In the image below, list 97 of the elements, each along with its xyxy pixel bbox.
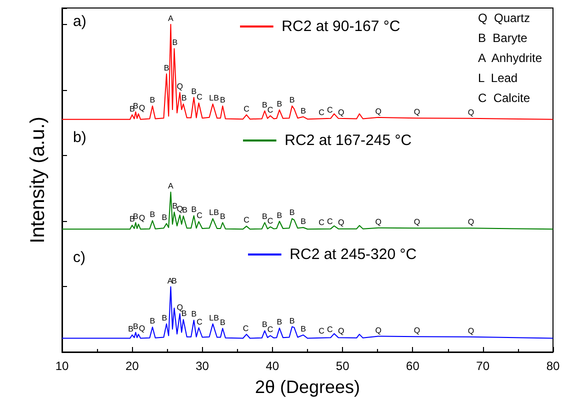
annotation: B (220, 95, 226, 104)
annotation: C (327, 217, 334, 226)
annotation: B (214, 93, 219, 102)
annotation: Q Quartz (478, 11, 530, 25)
annotation: Q (468, 326, 474, 336)
annotation: C (318, 108, 325, 117)
annotation: c) (73, 249, 86, 266)
annotation: B (262, 100, 268, 110)
annotation: B (150, 95, 156, 104)
annotation: C (196, 317, 203, 326)
annotation: C (244, 104, 250, 114)
x-tick-label: 70 (476, 359, 490, 373)
annotation: B (300, 324, 306, 334)
annotation: Q (414, 108, 420, 117)
annotation: Q (138, 103, 146, 112)
x-axis-title: 2θ (Degrees) (254, 376, 360, 397)
annotation: B (300, 106, 306, 116)
annotation: B (214, 208, 219, 218)
annotation: Q (414, 326, 420, 336)
annotation: B (214, 313, 219, 322)
annotation: Q (414, 218, 420, 227)
annotation: Q (375, 326, 382, 335)
annotation: B (220, 318, 226, 327)
annotation: B (164, 63, 170, 72)
annotation: B (191, 205, 197, 214)
annotation: C (267, 105, 274, 114)
annotation: B (150, 316, 156, 326)
annotation: C (267, 325, 274, 334)
x-tick-label: 40 (266, 359, 280, 373)
annotation: B (172, 202, 178, 211)
annotation: Q (176, 204, 183, 214)
annotation: B (289, 208, 295, 218)
annotation: L (209, 208, 214, 218)
annotation: B (132, 322, 138, 331)
annotation: C (196, 92, 203, 102)
legend-label: RC2 at 90-167 °C (282, 18, 400, 35)
annotation: B (172, 38, 178, 48)
annotation: B (182, 206, 188, 215)
annotation: B (181, 309, 187, 318)
annotation: Q (375, 217, 382, 226)
annotation: C (267, 216, 274, 226)
annotation: Q (375, 106, 382, 116)
annotation: A Anhydrite (478, 51, 542, 65)
x-tick-label: 60 (406, 359, 420, 373)
annotation: B (289, 95, 295, 104)
annotation: B (162, 213, 168, 222)
annotation: B (129, 214, 135, 224)
annotation: b) (73, 129, 86, 146)
y-axis-title: Intensity (a.u.) (27, 116, 49, 244)
annotation: A (168, 182, 174, 191)
annotation: B (300, 217, 306, 226)
annotation: Q (338, 218, 344, 227)
annotation: C (244, 216, 250, 225)
annotation: Q (138, 214, 146, 223)
annotation: B (181, 93, 187, 102)
annotation: a) (73, 13, 86, 30)
annotation: Q (338, 326, 344, 336)
annotation: Q (468, 218, 474, 227)
annotation: Q (176, 303, 183, 312)
x-tick-label: 50 (336, 359, 350, 373)
x-tick-label: 30 (196, 359, 210, 373)
annotation: B (129, 104, 135, 114)
x-tick-label: 20 (125, 359, 140, 373)
annotation: C (318, 326, 325, 336)
annotation: Q (338, 108, 344, 117)
annotation: C (327, 106, 334, 115)
annotation: A (168, 14, 174, 23)
x-tick-label: 80 (546, 359, 560, 373)
annotation: Q (176, 82, 183, 92)
annotation: B (262, 320, 268, 330)
annotation: C (327, 325, 334, 334)
annotation: B (162, 313, 168, 322)
annotation: Q (138, 324, 146, 333)
annotation: B (191, 86, 197, 96)
annotation: Q (468, 108, 474, 117)
annotation: C (242, 324, 249, 333)
annotation: L (209, 313, 214, 322)
legend-label: RC2 at 245-320 °C (290, 246, 417, 263)
annotation: B (276, 99, 282, 108)
annotation: B (191, 310, 197, 319)
annotation: B (172, 276, 177, 286)
annotation: A (167, 276, 174, 286)
annotation: B (289, 316, 295, 326)
annotation: B (262, 212, 268, 222)
annotation: L (209, 93, 214, 102)
legend-label: RC2 at 167-245 °C (284, 132, 412, 149)
annotation: C (196, 211, 203, 220)
annotation: C Calcite (478, 91, 530, 105)
annotation: B (128, 324, 134, 334)
annotation: B (220, 212, 226, 222)
annotation: B (276, 210, 282, 220)
annotation: L Lead (478, 71, 518, 85)
x-tick-label: 10 (55, 359, 69, 373)
annotation: C (318, 218, 325, 227)
annotation: B (150, 210, 156, 220)
annotation: B Baryte (478, 31, 528, 45)
annotation: B (276, 318, 282, 327)
